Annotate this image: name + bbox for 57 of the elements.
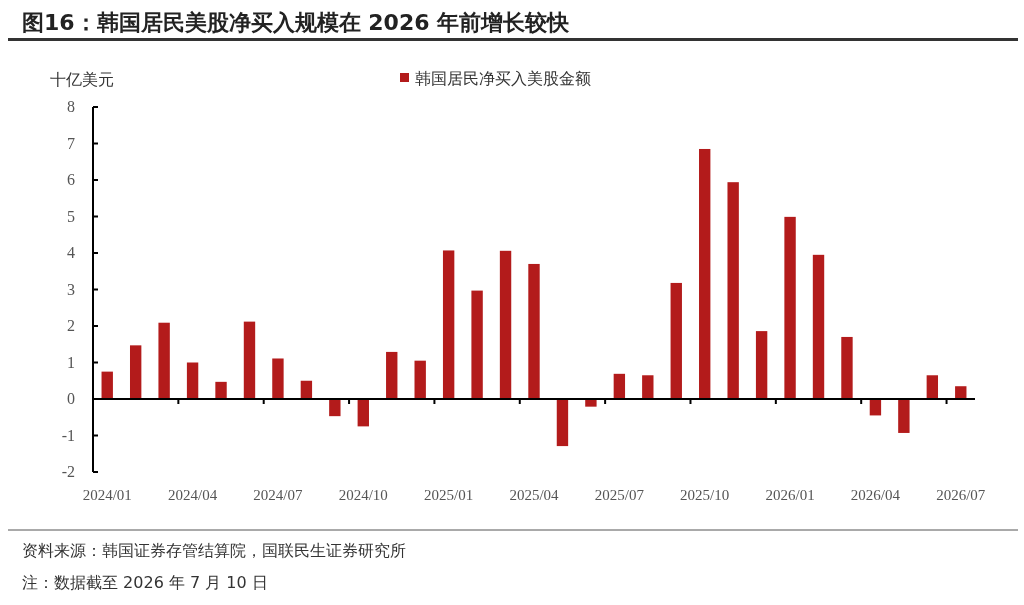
- x-tick-label: 2026/04: [850, 487, 901, 503]
- bar: [101, 371, 113, 399]
- chart-title: 图16：韩国居民美股净买入规模在 2026 年前增长较快: [22, 10, 571, 35]
- bar: [585, 399, 597, 407]
- y-axis-title: 十亿美元: [50, 70, 114, 89]
- bar: [812, 254, 825, 399]
- x-tick-label: 2025/01: [424, 487, 474, 503]
- text: 注：数据截至 2026 年 7 月 10 日: [22, 573, 268, 592]
- y-tick-label: 6: [67, 171, 75, 188]
- bar: [727, 182, 739, 399]
- bar: [642, 375, 654, 399]
- bar: [243, 321, 256, 399]
- bar: [272, 358, 284, 399]
- bar: [898, 399, 910, 433]
- y-tick-label: 2: [67, 317, 75, 334]
- y-tick-label: -1: [61, 426, 75, 444]
- bar: [471, 290, 483, 399]
- bar: [499, 250, 512, 399]
- x-tick-label: 2025/10: [680, 487, 730, 503]
- bar: [300, 380, 313, 399]
- y-tick-label: 4: [67, 244, 75, 261]
- bar: [755, 331, 768, 399]
- text: 资料来源：韩国证券存管结算院，国联民生证券研究所: [22, 541, 406, 560]
- y-tick-label: 0: [67, 390, 75, 407]
- x-tick-label: 2024/07: [253, 487, 304, 503]
- bar: [386, 351, 398, 399]
- bar: [613, 373, 626, 399]
- y-tick-label: 8: [67, 98, 75, 115]
- bar: [556, 399, 569, 447]
- x-tick-label: 2025/04: [509, 487, 560, 503]
- x-tick-label: 2024/04: [167, 487, 218, 503]
- x-tick-label: 2026/01: [765, 487, 815, 503]
- bar: [215, 381, 227, 399]
- bar: [414, 360, 426, 399]
- x-tick-label: 2024/01: [82, 487, 132, 503]
- x-tick-label: 2024/10: [338, 487, 388, 503]
- bar: [841, 336, 853, 399]
- bar: [329, 399, 341, 417]
- legend-label: 韩国居民净买入美股金额: [415, 69, 591, 88]
- bar: [955, 386, 967, 399]
- y-tick-label: -2: [61, 463, 75, 480]
- bar: [158, 322, 170, 399]
- y-tick-label: 3: [67, 280, 75, 298]
- y-tick-label: 5: [67, 207, 75, 225]
- bar: [926, 375, 939, 399]
- bar: [442, 250, 455, 399]
- bar: [357, 399, 369, 427]
- bar: [670, 282, 682, 399]
- x-tick-label: 2026/07: [936, 487, 986, 503]
- bar: [528, 263, 540, 399]
- bar: [186, 362, 199, 399]
- bar: [784, 216, 796, 399]
- y-tick-label: 7: [67, 134, 75, 152]
- bar: [699, 148, 711, 399]
- x-tick-label: 2025/07: [594, 487, 645, 503]
- y-tick-label: 1: [67, 353, 75, 371]
- bar: [129, 345, 142, 399]
